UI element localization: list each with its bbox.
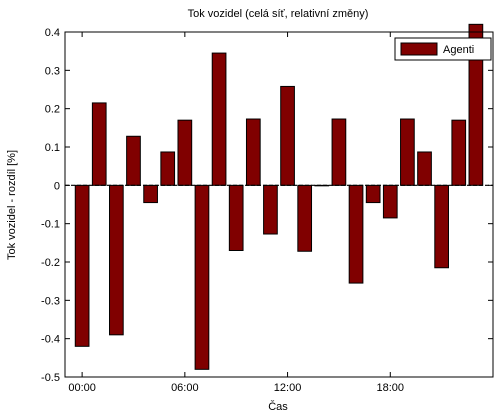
y-tick-label: -0.2 [41,257,60,269]
bar [143,184,158,204]
x-tick-label: 12:00 [274,382,302,394]
bar [280,85,295,186]
x-axis-label: Čas [268,400,288,413]
plot-area: -0.5 -0.4 -0.3 -0.2 -0.1 0 0.1 0.2 0.3 0.4 00:00 06… [41,23,494,394]
y-tick-label: -0.3 [41,295,60,307]
x-tick-label: 00:00 [68,382,96,394]
bar [194,184,210,370]
bar [451,119,467,186]
y-tick-label: -0.1 [41,219,60,231]
bar [297,184,313,252]
bar [245,118,261,186]
chart-title: Tok vozidel (celá síť, relativní změny) [188,8,369,20]
bar [160,151,176,186]
bar [74,184,90,347]
bar [348,184,364,284]
bar [434,184,449,269]
x-tick-label: 18:00 [377,382,405,394]
bar [263,184,278,235]
bar [382,184,398,219]
y-tick-label: 0.3 [45,65,60,77]
y-tick-label: 0.1 [45,142,60,154]
y-tick-label: 0.2 [45,104,60,116]
y-tick-label: -0.5 [41,372,60,384]
bar [211,52,227,186]
bar [331,118,347,186]
bar [177,119,193,186]
y-tick-label: 0 [54,180,60,192]
bar [109,184,124,336]
bar [91,102,107,186]
bar [126,135,141,186]
y-tick-label: -0.4 [41,334,60,346]
axes-frame [64,31,494,378]
bar [228,184,244,251]
bar [365,184,381,204]
x-tick-label: 06:00 [171,382,199,394]
bar [400,118,415,186]
legend-swatch [400,42,438,56]
bar [417,151,432,186]
y-tick-label: 0.4 [45,27,60,39]
y-axis-label: Tok vozidel - rozdíl [%] [6,150,18,260]
legend-label: Agenti [443,44,474,56]
